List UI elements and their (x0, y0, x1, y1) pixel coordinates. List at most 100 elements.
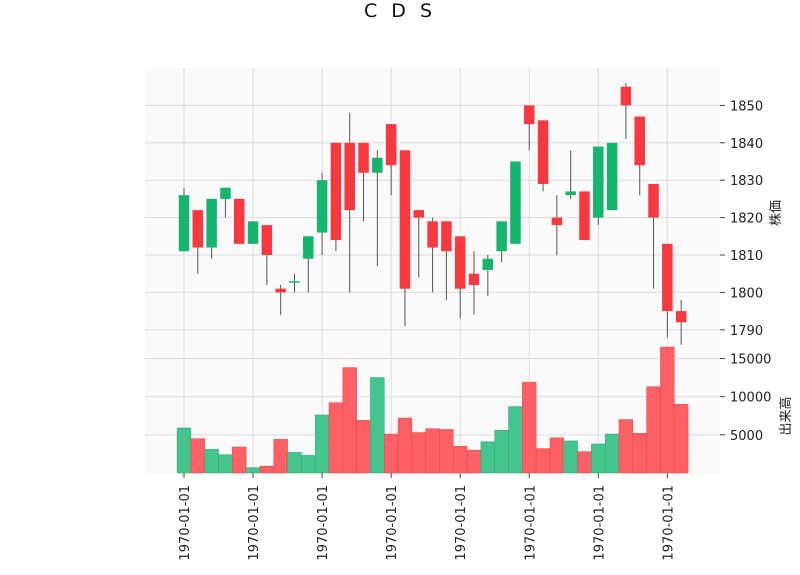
chart-title: C D S (364, 0, 436, 22)
candle-body (593, 146, 604, 218)
volume-bar (190, 438, 205, 474)
volume-bar (674, 404, 689, 474)
volume-bar (356, 420, 371, 474)
x-tick-label: 1970-01-01 (523, 485, 538, 561)
volume-bar (370, 377, 385, 474)
volume-bar (245, 467, 261, 474)
candle-body (316, 180, 328, 233)
volume-bar (411, 432, 426, 474)
volume-bar (494, 429, 509, 474)
candle-body (399, 150, 411, 289)
volume-bar (314, 414, 330, 474)
volume-bar (646, 386, 661, 474)
volume-bar (176, 427, 192, 474)
candle-body (289, 281, 300, 283)
volume-bar (549, 437, 565, 474)
candle-body (524, 105, 535, 125)
volume-bar (591, 443, 606, 474)
volume-bar (301, 455, 316, 474)
volume-bar (383, 433, 399, 474)
price-tick-label: 1850 (730, 99, 763, 114)
candle-body (330, 142, 342, 241)
candle-body (482, 258, 494, 270)
volume-bar (425, 428, 440, 474)
candle-body (675, 311, 687, 323)
volume-tick-label: 15000 (730, 352, 771, 367)
candle-body (565, 191, 576, 196)
candle-body (510, 161, 521, 244)
volume-bar (287, 452, 302, 474)
volume-bar (466, 449, 482, 474)
volume-bar (232, 446, 247, 474)
candle-body (303, 236, 314, 259)
candle-body (206, 198, 217, 248)
price-tick-label: 1810 (730, 249, 763, 264)
candle-body (606, 142, 618, 211)
volume-bars (176, 346, 689, 474)
volume-bar (204, 449, 219, 474)
volume-axis-label: 出来高 (778, 396, 794, 435)
price-panel (145, 68, 720, 356)
volume-bar (453, 446, 468, 474)
candle-body (233, 198, 245, 244)
volume-bar (632, 433, 647, 474)
volume-bar (577, 451, 592, 474)
candle-body (261, 225, 273, 256)
volume-bar (508, 406, 523, 474)
volume-tick-label: 5000 (730, 429, 763, 444)
x-tick-label: 1970-01-01 (247, 485, 262, 561)
price-axis-label: 株価 (769, 200, 784, 226)
x-tick-label: 1970-01-01 (178, 485, 193, 561)
candle-body (579, 191, 590, 241)
x-tick-label: 1970-01-01 (661, 485, 676, 561)
candle-body (648, 183, 659, 218)
volume-bar (660, 346, 675, 474)
candle-body (372, 157, 383, 173)
volume-bar (563, 440, 578, 474)
volume-bar (439, 429, 454, 474)
candle-body (454, 236, 466, 289)
candle-body (537, 120, 549, 184)
x-tick-label: 1970-01-01 (316, 485, 331, 561)
x-tick-label: 1970-01-01 (385, 485, 400, 561)
volume-bar (218, 454, 233, 474)
volume-bar (480, 441, 495, 474)
candle-body (634, 116, 645, 166)
candle-body (413, 210, 425, 218)
price-tick-label: 1800 (730, 286, 763, 301)
candle-body (427, 221, 438, 248)
volume-bar (618, 419, 634, 474)
price-tick-label: 1820 (730, 212, 763, 227)
volume-bar (604, 433, 620, 474)
volume-bar (535, 448, 551, 474)
candle-body (620, 86, 632, 106)
candle-body (662, 243, 673, 312)
axes: 1790 1800 1810 1820 1830 1840 1850 5000 10000 150… (178, 99, 771, 560)
candle-body (385, 124, 397, 166)
volume-bar (328, 402, 344, 474)
candle-body (178, 195, 190, 252)
volume-bar (259, 465, 275, 474)
x-tick-label: 1970-01-01 (592, 485, 607, 561)
candle-body (551, 217, 563, 226)
volume-bar (273, 439, 288, 474)
candle-body (358, 142, 369, 173)
volume-bar (397, 417, 413, 474)
price-tick-label: 1790 (730, 324, 763, 339)
candle-body (344, 142, 355, 211)
volume-bar (522, 381, 537, 474)
price-tick-label: 1840 (730, 137, 763, 152)
price-tick-label: 1830 (730, 174, 763, 189)
x-tick-label: 1970-01-01 (454, 485, 469, 561)
candle-body (275, 288, 286, 293)
candle-body (468, 273, 480, 285)
candle-body (496, 221, 507, 252)
volume-tick-label: 10000 (730, 391, 771, 406)
volume-bar (342, 367, 357, 474)
candle-body (192, 210, 204, 248)
candle-body (247, 221, 259, 244)
candle-body (441, 221, 452, 252)
candle-body (220, 187, 231, 199)
candles (178, 82, 687, 345)
